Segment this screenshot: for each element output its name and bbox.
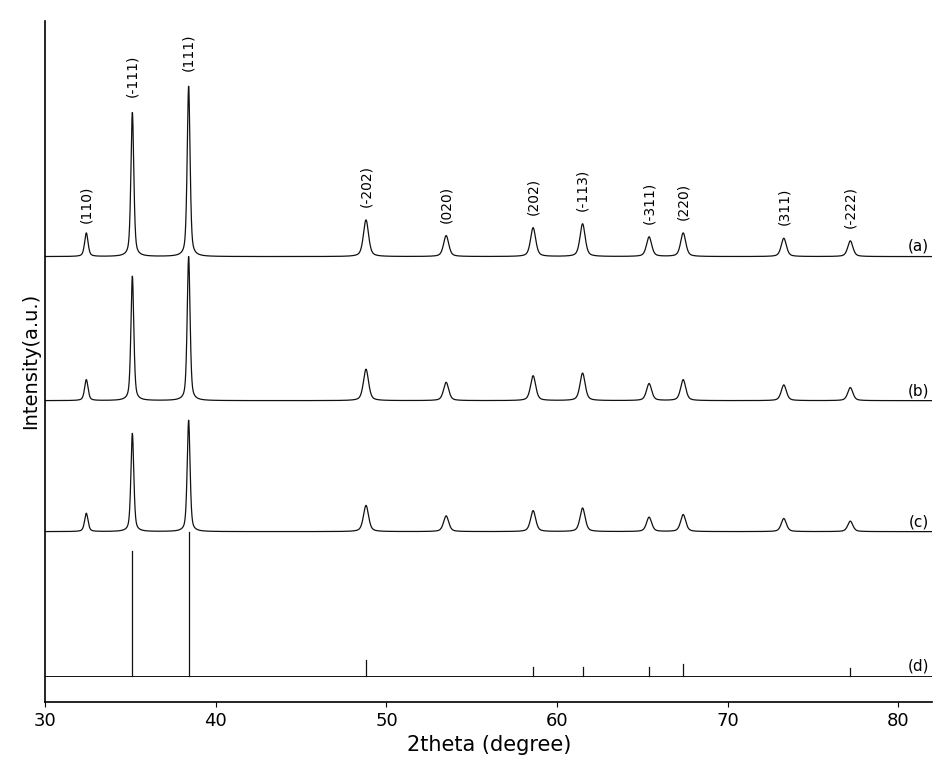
Text: (c): (c) — [907, 514, 928, 529]
Text: (-222): (-222) — [843, 185, 857, 228]
Text: (-111): (-111) — [126, 54, 139, 97]
Text: (-113): (-113) — [575, 168, 589, 211]
Text: (110): (110) — [79, 185, 93, 223]
Text: (020): (020) — [439, 185, 452, 223]
X-axis label: 2theta (degree): 2theta (degree) — [407, 735, 570, 755]
Text: (111): (111) — [182, 33, 195, 71]
Text: (d): (d) — [906, 658, 928, 673]
Text: (a): (a) — [906, 239, 928, 254]
Text: (b): (b) — [906, 383, 928, 398]
Text: (202): (202) — [526, 178, 540, 215]
Text: (220): (220) — [676, 183, 689, 220]
Y-axis label: Intensity(a.u.): Intensity(a.u.) — [21, 293, 40, 429]
Text: (311): (311) — [776, 188, 790, 225]
Text: (-311): (-311) — [642, 182, 655, 223]
Text: (-202): (-202) — [359, 165, 372, 207]
